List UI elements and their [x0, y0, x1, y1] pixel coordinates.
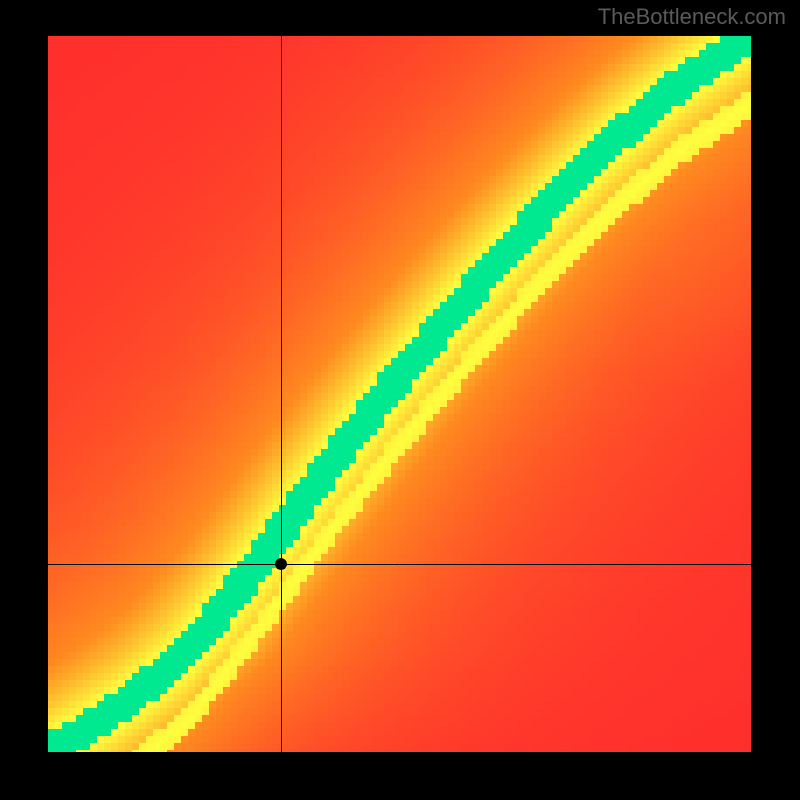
watermark-text: TheBottleneck.com [598, 4, 786, 30]
heatmap-chart [48, 36, 751, 752]
heatmap-canvas [48, 36, 751, 752]
